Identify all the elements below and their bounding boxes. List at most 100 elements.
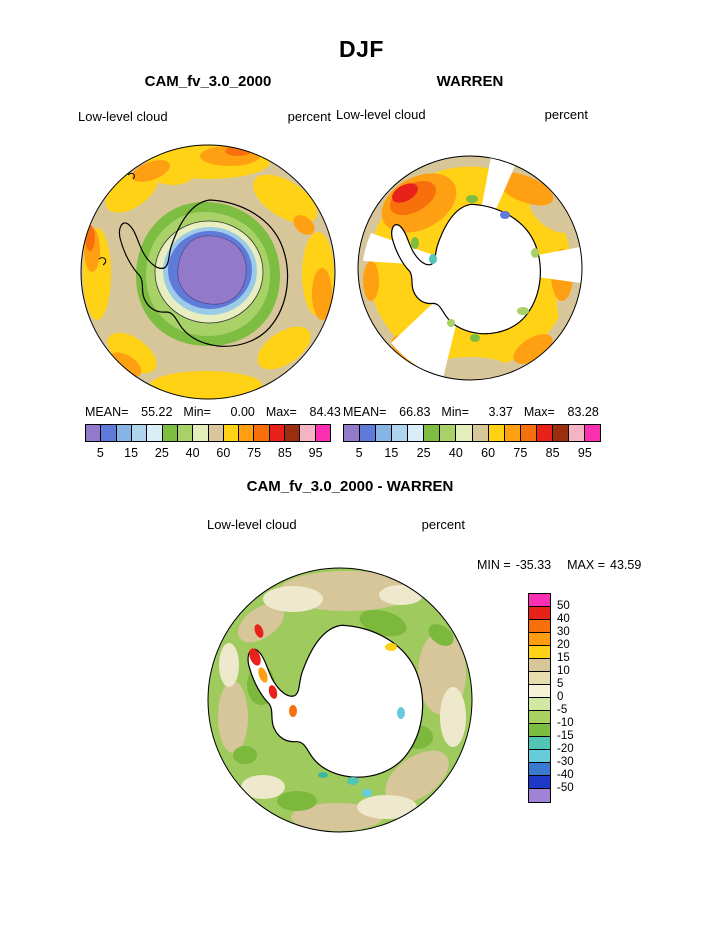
colorbar-cell	[529, 763, 550, 776]
colorbar-tick-label: 30	[557, 626, 570, 638]
colorbar-cell	[239, 425, 255, 441]
colorbar-tick-label: 25	[416, 446, 431, 460]
colorbar-tick-label: 95	[577, 446, 592, 460]
diff-cream-patches	[219, 585, 466, 819]
colorbar-cell	[131, 425, 148, 441]
colorbar-cell	[472, 425, 489, 441]
colorbar-tick-label: 75	[513, 446, 528, 460]
colorbar-cell	[529, 607, 550, 620]
colorbar-tick-label: 25	[154, 446, 169, 460]
warren-min-label: Min=	[441, 405, 469, 419]
colorbar-tick-label: 95	[308, 446, 323, 460]
colorbar-tick-label: -50	[557, 782, 574, 794]
warren-max-value: 83.28	[567, 405, 599, 419]
warren-mean-label: MEAN=	[343, 405, 387, 419]
colorbar-tick-label: 40	[557, 613, 570, 625]
cam-colorbar	[85, 424, 331, 442]
colorbar-cell	[529, 620, 550, 633]
colorbar-tick-label: 15	[384, 446, 399, 460]
colorbar-cell	[552, 425, 569, 441]
diff-max-label: MAX =	[567, 558, 606, 572]
colorbar-cell	[254, 425, 270, 441]
colorbar-cell	[177, 425, 194, 441]
colorbar-tick-label: 60	[216, 446, 231, 460]
warren-label-row: Low-level cloud percent	[336, 107, 588, 122]
colorbar-cell	[147, 425, 163, 441]
cam-max-label: Max=	[265, 405, 297, 419]
colorbar-tick-label: 75	[247, 446, 262, 460]
colorbar-cell	[269, 425, 286, 441]
diff-panel-title: CAM_fv_3.0_2000 - WARREN	[246, 478, 454, 495]
diff-field-label: Low-level cloud	[207, 517, 297, 532]
colorbar-cell	[529, 750, 550, 763]
island-contour	[127, 172, 135, 180]
colorbar-cell	[440, 425, 457, 441]
colorbar-cell	[360, 425, 377, 441]
diff-min-label: MIN =	[477, 558, 511, 572]
diff-polar-map	[207, 567, 473, 833]
colorbar-cell	[536, 425, 553, 441]
colorbar-cell	[529, 724, 550, 737]
diff-min-value: -35.33	[515, 558, 552, 572]
colorbar-cell	[344, 425, 361, 441]
colorbar-cell	[488, 425, 505, 441]
cam-min-value: 0.00	[230, 405, 255, 419]
cam-mean-label: MEAN=	[85, 405, 129, 419]
colorbar-cell	[408, 425, 425, 441]
colorbar-tick-label: 40	[448, 446, 463, 460]
antarctica-coastline	[247, 624, 424, 778]
cam-purple-interior	[177, 235, 247, 305]
island-contour	[98, 257, 107, 266]
colorbar-cell	[504, 425, 521, 441]
cam-stats-row: MEAN= 55.22 Min= 0.00 Max= 84.43	[85, 405, 341, 419]
antarctica-coastline	[118, 199, 289, 347]
colorbar-cell	[424, 425, 441, 441]
colorbar-cell	[529, 685, 550, 698]
colorbar-tick-label: 15	[557, 652, 570, 664]
colorbar-cell	[529, 594, 550, 607]
figure-season-title: DJF	[339, 36, 384, 62]
colorbar-tick-label: 50	[557, 600, 570, 612]
colorbar-cell	[529, 633, 550, 646]
colorbar-tick-label: -40	[557, 769, 574, 781]
map-border-circle	[80, 144, 336, 400]
colorbar-cell	[456, 425, 473, 441]
diff-units-label: percent	[421, 517, 465, 532]
warren-max-label: Max=	[523, 405, 555, 419]
warren-red-patch	[392, 183, 418, 203]
colorbar-tick-label: 85	[277, 446, 292, 460]
colorbar-cell	[568, 425, 585, 441]
map-border-circle	[207, 567, 473, 833]
colorbar-cell	[285, 425, 301, 441]
cam-colorbar-ticks: 5 15 25 40 60 75 85 95	[85, 446, 331, 460]
colorbar-cell	[529, 646, 550, 659]
map-border-circle	[357, 155, 583, 381]
diff-colorbar-ticks: 50 40 30 20 15 10 5 0 -5 -10 -15 -20 -30 -40 -50	[557, 600, 574, 795]
warren-coastal-cells	[411, 195, 539, 342]
warren-colorbar	[343, 424, 601, 442]
colorbar-tick-label: 60	[481, 446, 496, 460]
diff-stats-row: MIN = -35.33 MAX = 43.59	[477, 558, 641, 572]
cam-panel-title: CAM_fv_3.0_2000	[144, 73, 272, 90]
colorbar-cell	[529, 789, 550, 802]
colorbar-cell	[584, 425, 600, 441]
colorbar-cell	[529, 698, 550, 711]
colorbar-cell	[315, 425, 330, 441]
colorbar-tick-label: -5	[557, 704, 568, 716]
warren-colorbar-ticks: 5 15 25 40 60 75 85 95	[343, 446, 601, 460]
colorbar-tick-label: -10	[557, 717, 574, 729]
colorbar-tick-label: -30	[557, 756, 574, 768]
cam-polar-map	[80, 144, 336, 400]
colorbar-tick-label: 15	[124, 446, 139, 460]
colorbar-cell	[392, 425, 409, 441]
cam-field-label: Low-level cloud	[78, 109, 168, 124]
cam-min-label: Min=	[183, 405, 211, 419]
warren-polar-map	[357, 155, 583, 381]
colorbar-tick-label: -20	[557, 743, 574, 755]
cam-label-row: Low-level cloud percent	[78, 109, 331, 124]
colorbar-cell	[529, 659, 550, 672]
cam-mean-value: 55.22	[141, 405, 173, 419]
warren-units-label: percent	[544, 107, 588, 122]
colorbar-tick-label: 20	[557, 639, 570, 651]
